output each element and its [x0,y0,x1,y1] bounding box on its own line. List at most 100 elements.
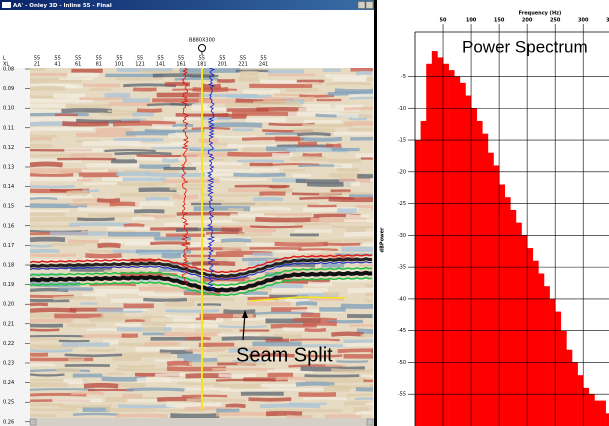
reflector [65,103,112,109]
reflector [30,363,56,367]
reflector [238,232,273,237]
reflector [30,212,66,217]
minimize-button[interactable] [357,1,366,9]
reflector [30,388,95,391]
reflector [30,161,63,168]
reflector [223,309,256,315]
reflector [100,312,125,318]
spectrum-bar [532,260,539,426]
well-log [180,68,189,285]
reflector [226,143,281,149]
title-bar [0,0,374,10]
reflector [66,190,88,197]
spectrum-bar [515,222,522,426]
reflector [161,252,182,259]
reflector [104,149,156,153]
time-label: 0.14 [3,184,14,190]
time-label: 0.22 [3,341,14,347]
reflector [77,217,115,222]
reflector [301,136,343,142]
reflector [355,204,373,209]
spectrum-bar [482,133,489,426]
reflector [170,413,220,418]
time-label: 0.15 [3,204,14,210]
reflector [331,368,373,373]
spectrum-bar [443,63,449,426]
time-label: 0.17 [3,243,14,249]
reflector [371,207,373,212]
time-label: 0.11 [3,125,14,131]
reflector [95,127,133,134]
reflector [118,382,146,388]
spectrum-bar [459,82,466,426]
annotation: Seam Split [236,344,333,366]
reflector [66,72,99,78]
reflector [304,287,329,294]
reflector [265,410,303,417]
reflector [340,303,373,309]
reflector [370,348,373,354]
reflector [102,339,120,345]
reflector [86,328,123,332]
reflector [159,349,193,355]
scroll-left[interactable] [29,418,37,426]
reflector [208,122,263,128]
reflector [201,83,222,90]
spectrum-bar [577,375,584,426]
reflector [30,253,77,258]
inline-label: 55 [96,56,102,62]
reflector [342,238,373,242]
reflector [72,412,119,416]
reflector [114,151,172,156]
reflector [109,201,140,207]
spectrum-bar [527,248,534,426]
spectrum-bar [454,76,461,426]
spectrum-bar [493,165,500,426]
reflector [30,137,53,142]
reflector [302,152,323,158]
reflector [217,333,260,337]
reflector [30,236,66,243]
reflector [30,373,65,377]
time-label: 0.26 [3,419,14,425]
reflector [172,123,194,128]
scrollbar[interactable] [30,418,374,426]
reflector [132,112,154,117]
inline-label: 55 [116,56,122,62]
x-tick-label: 300 [578,18,589,24]
spectrum-bar [594,400,601,426]
maximize-button[interactable] [365,1,374,9]
reflector [184,257,229,263]
crossline-label: 21 [34,62,40,68]
reflector [218,325,268,329]
reflector [187,297,235,302]
reflector [303,354,343,358]
time-label: 0.25 [3,400,14,406]
reflector [295,301,318,306]
scroll-right[interactable] [366,418,374,426]
reflector [164,301,196,307]
reflector [304,327,327,333]
reflector [355,70,373,76]
reflector [344,401,370,406]
spectrum-chart: -5 -10 -15 -20 -25 -30 -35 -40 -45 -50 -55 50 100 150… [380,11,609,426]
y-tick-label: -35 [398,265,406,271]
time-label: 0.08 [3,67,14,73]
reflector [233,172,286,178]
reflector [166,360,193,367]
reflector [30,209,70,213]
reflector [337,348,373,354]
spectrum-bar [426,63,433,426]
reflector [30,244,53,248]
reflector [112,120,176,127]
reflector [348,93,373,98]
spectrum-bar [476,120,483,426]
reflector [169,186,203,191]
reflector [164,314,205,318]
reflector [331,331,364,337]
crossline-label: 141 [156,62,166,68]
crossline-label: 161 [176,62,186,68]
time-label: 0.16 [3,223,14,229]
reflector [115,77,163,81]
time-label: 0.23 [3,361,14,367]
